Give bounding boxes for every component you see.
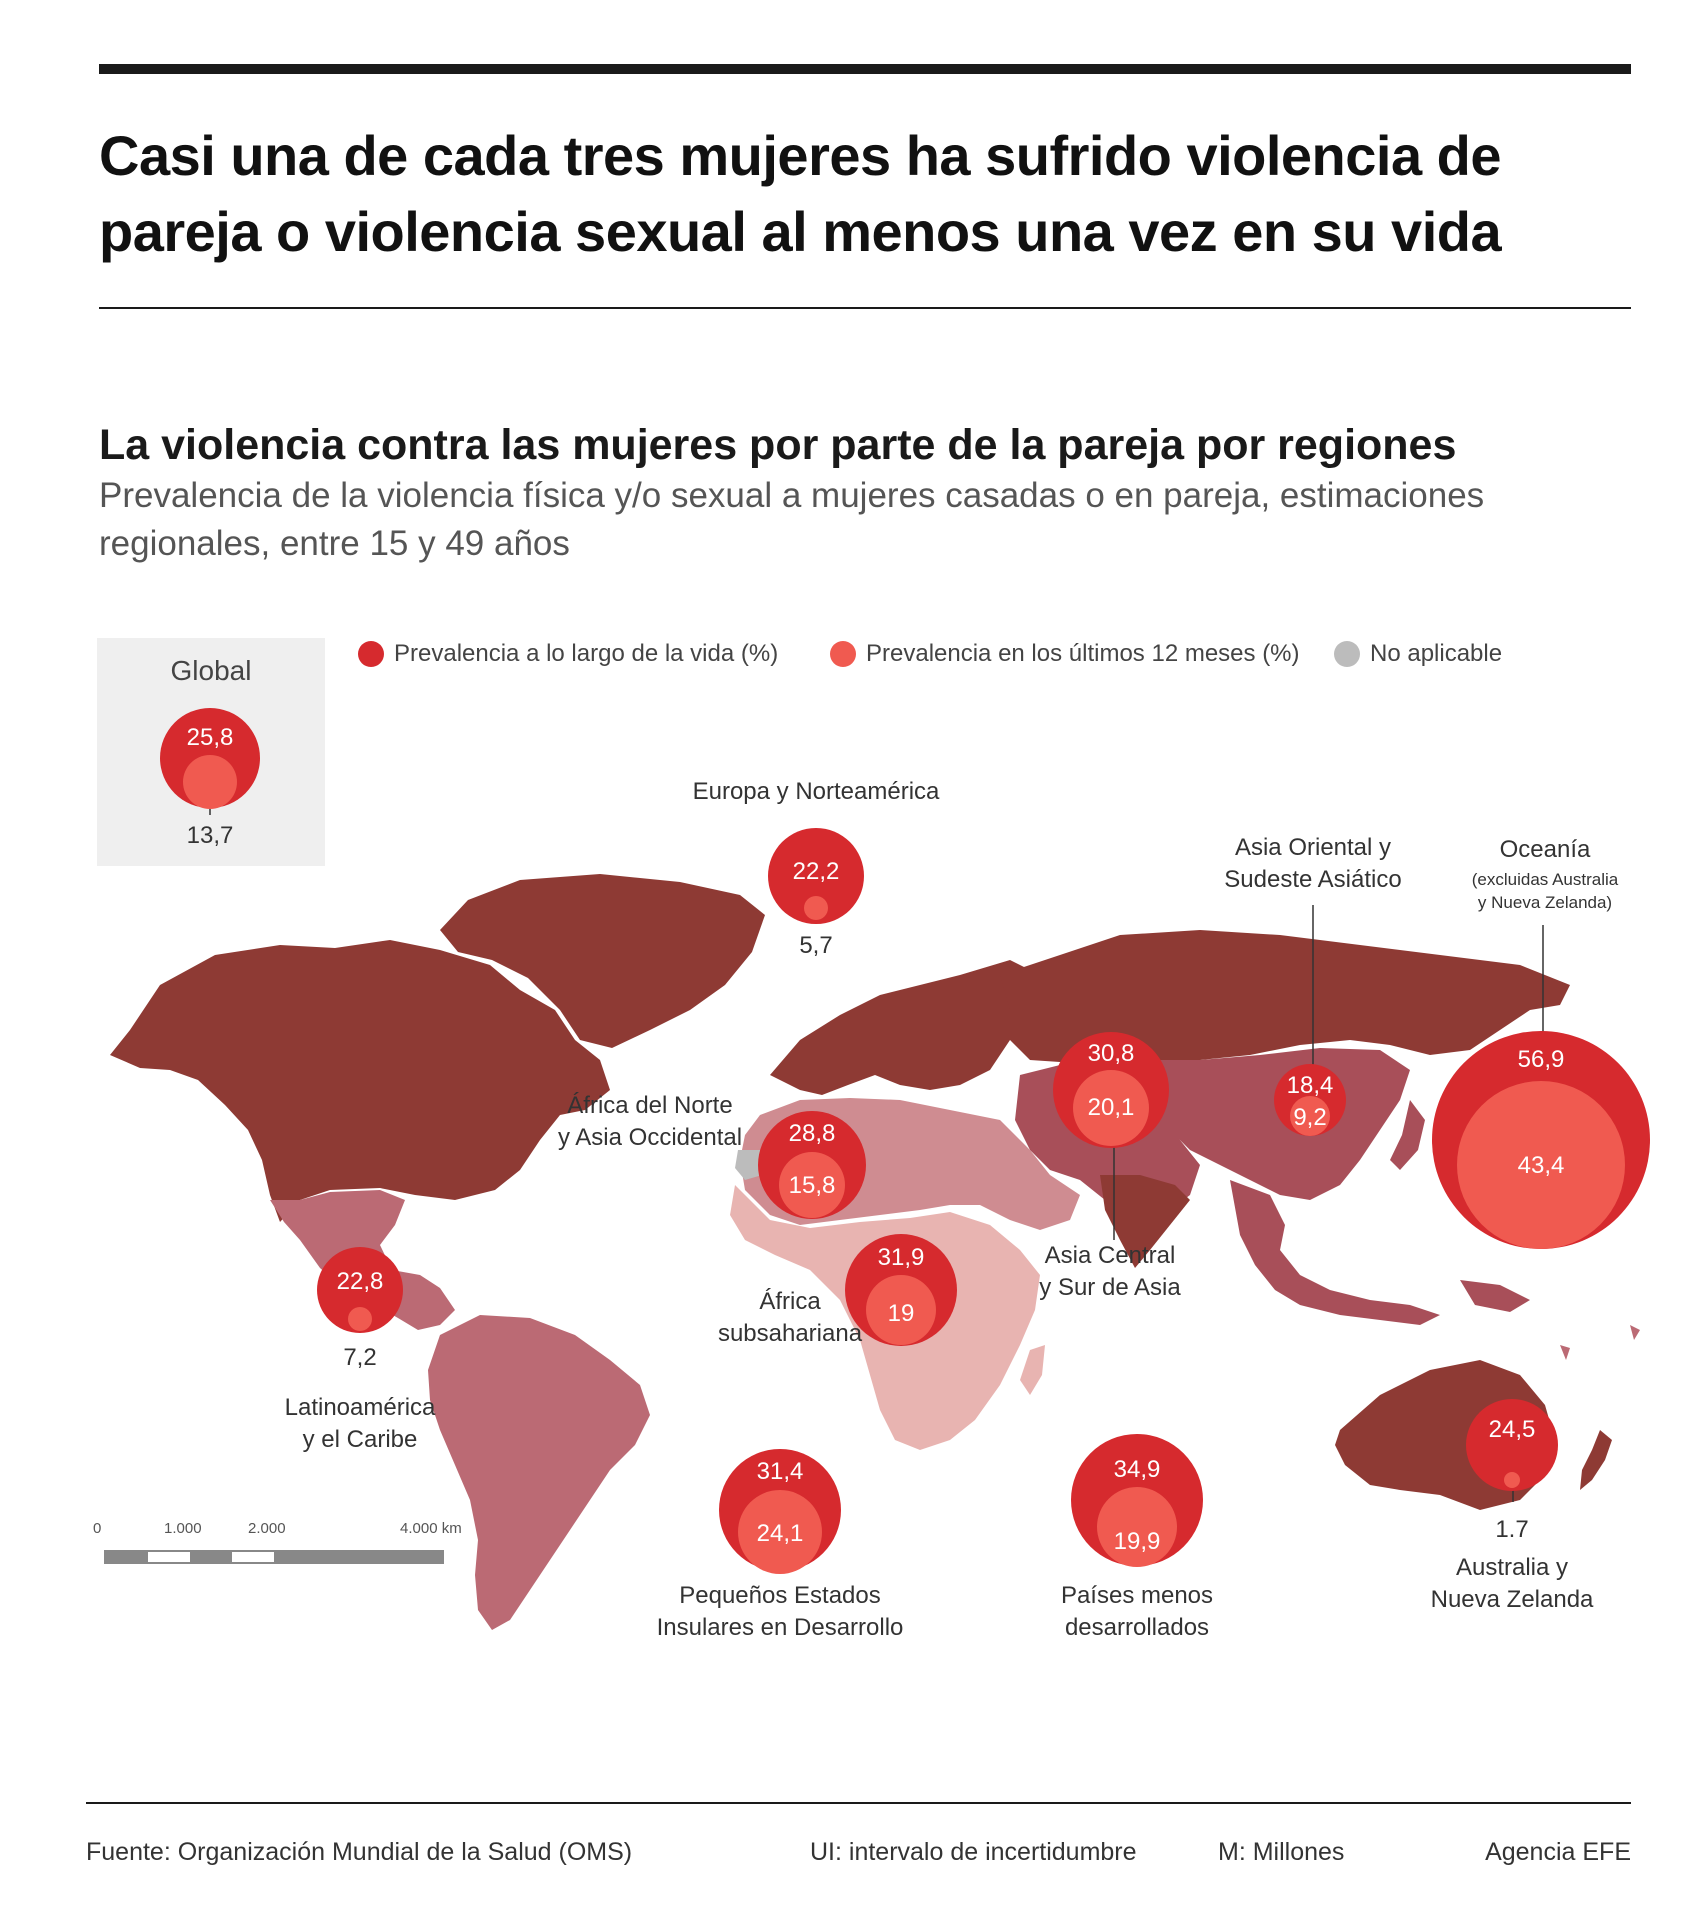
region-label-asia-central-1: Asia Central	[1044, 1242, 1176, 1269]
asia-oriental-lifetime-value: 18,4	[1286, 1072, 1334, 1099]
legend-lifetime: Prevalencia a lo largo de la vida (%)	[358, 640, 778, 668]
bubble-africa-norte-last12	[779, 1152, 845, 1218]
asia-oriental-last12-value: 9,2	[1293, 1104, 1327, 1131]
africa-norte-lifetime-value: 28,8	[788, 1120, 836, 1147]
asia-central-lifetime-value: 30,8	[1087, 1040, 1135, 1067]
islas-last12-value: 24,1	[756, 1520, 804, 1547]
map-europe	[770, 960, 1040, 1095]
region-label-menos-desarrollados-1: Países menos	[1060, 1582, 1214, 1609]
oceania-last12-value: 43,4	[1517, 1152, 1565, 1179]
australia-lifetime-value: 24,5	[1488, 1416, 1536, 1443]
legend-lifetime-label: Prevalencia a lo largo de la vida (%)	[394, 640, 779, 667]
region-label-africa-norte-1: África del Norte	[567, 1092, 733, 1119]
latam-lifetime-value: 22,8	[336, 1268, 384, 1295]
europa-lifetime-value: 22,2	[792, 858, 840, 885]
chart-title: La violencia contra las mujeres por part…	[99, 421, 1457, 469]
chart-description: Prevalencia de la violencia física y/o s…	[99, 476, 1485, 563]
region-label-menos-desarrollados-2: desarrollados	[1064, 1614, 1210, 1641]
bubble-asia-central-last12	[1073, 1070, 1149, 1146]
footer-source: Fuente: Organización Mundial de la Salud…	[86, 1838, 633, 1866]
footer-rule	[86, 1802, 1631, 1804]
map-greenland	[440, 874, 765, 1048]
region-note-oceania-2: y Nueva Zelanda)	[1477, 893, 1613, 912]
region-label-islas-1: Pequeños Estados	[679, 1582, 881, 1609]
bubble-islas-last12	[738, 1490, 822, 1574]
legend-na: No aplicable	[1334, 640, 1502, 668]
map-not-applicable	[735, 1150, 762, 1180]
map-india	[1100, 1175, 1190, 1268]
region-label-australia-1: Australia y	[1455, 1554, 1569, 1581]
africa-sub-lifetime-value: 31,9	[877, 1244, 925, 1271]
map-east-asia	[1150, 1048, 1410, 1200]
map-japan	[1390, 1100, 1425, 1170]
region-label-islas-2: Insulares en Desarrollo	[656, 1614, 904, 1641]
bubble-oceania-last12	[1457, 1081, 1625, 1249]
europa-last12-value: 5,7	[799, 932, 833, 959]
region-label-asia-central-2: y Sur de Asia	[1039, 1274, 1181, 1301]
region-label-latam-1: Latinoamérica	[284, 1394, 436, 1421]
bubble-australia-last12	[1504, 1472, 1520, 1488]
region-label-oceania: Oceanía	[1499, 836, 1591, 863]
africa-norte-last12-value: 15,8	[788, 1172, 836, 1199]
legend-last12-dot	[830, 641, 856, 667]
bubble-menos-desarrollados-last12	[1097, 1487, 1177, 1567]
region-label-asia-oriental-2: Sudeste Asiático	[1224, 866, 1402, 893]
footer-ui: UI: intervalo de incertidumbre	[810, 1838, 1137, 1866]
footer-m: M: Millones	[1218, 1838, 1345, 1866]
latam-last12-value: 7,2	[343, 1344, 377, 1371]
map-south-america	[428, 1315, 650, 1630]
legend-last12-label: Prevalencia en los últimos 12 meses (%)	[866, 640, 1300, 667]
region-label-europa: Europa y Norteamérica	[692, 778, 940, 805]
global-title: Global	[170, 655, 252, 686]
bubble-latam-lifetime	[317, 1247, 403, 1333]
islas-lifetime-value: 31,4	[756, 1458, 804, 1485]
australia-last12-value: 1.7	[1495, 1516, 1529, 1543]
region-note-oceania-1: (excluidas Australia	[1471, 870, 1619, 889]
region-label-australia-2: Nueva Zelanda	[1430, 1586, 1594, 1613]
africa-sub-last12-value: 19	[887, 1300, 915, 1327]
menos-desarrollados-last12-value: 19,9	[1113, 1528, 1161, 1555]
map-new-zealand	[1580, 1430, 1612, 1490]
scale-label-4000: 4.000 km	[400, 1520, 462, 1537]
region-label-asia-oriental-1: Asia Oriental y	[1234, 834, 1392, 861]
scale-label-0: 0	[93, 1520, 102, 1537]
map-madagascar	[1020, 1345, 1045, 1395]
map-new-guinea	[1460, 1280, 1530, 1312]
footer-agency: Agencia EFE	[1485, 1838, 1631, 1866]
headline: Casi una de cada tres mujeres ha sufrido…	[99, 124, 1502, 263]
bubble-europa-last12	[804, 896, 828, 920]
menos-desarrollados-lifetime-value: 34,9	[1113, 1456, 1161, 1483]
region-label-africa-sub-2: subsahariana	[717, 1320, 863, 1347]
legend-lifetime-dot	[358, 641, 384, 667]
header-rule	[99, 307, 1631, 309]
bubble-europa-lifetime	[768, 828, 864, 924]
bubble-global-last12	[183, 755, 237, 809]
map-pacific-islands	[1560, 1325, 1640, 1360]
asia-central-last12-value: 20,1	[1087, 1094, 1135, 1121]
global-lifetime-value: 25,8	[186, 724, 234, 751]
map-north-america	[110, 940, 610, 1222]
region-label-africa-sub-1: África	[759, 1288, 821, 1315]
legend-last12: Prevalencia en los últimos 12 meses (%)	[830, 640, 1300, 668]
bubble-australia-lifetime	[1466, 1399, 1558, 1491]
region-label-latam-2: y el Caribe	[302, 1426, 418, 1453]
scale-label-2000: 2.000	[248, 1520, 286, 1537]
bubble-africa-sub-last12	[866, 1275, 936, 1345]
scale-label-1000: 1.000	[164, 1520, 202, 1537]
global-last12-value: 13,7	[186, 822, 234, 849]
oceania-lifetime-value: 56,9	[1517, 1046, 1565, 1073]
bubble-latam-last12	[348, 1307, 372, 1331]
scale-bar-segment	[148, 1552, 190, 1562]
legend-na-dot	[1334, 641, 1360, 667]
legend-na-label: No aplicable	[1370, 640, 1503, 667]
top-rule	[99, 64, 1631, 74]
region-label-africa-norte-2: y Asia Occidental	[557, 1124, 743, 1151]
map-southeast-asia	[1230, 1180, 1440, 1325]
bubble-asia-oriental-last12	[1290, 1096, 1330, 1136]
scale-bar-segment	[232, 1552, 274, 1562]
map-russia	[1000, 930, 1570, 1062]
